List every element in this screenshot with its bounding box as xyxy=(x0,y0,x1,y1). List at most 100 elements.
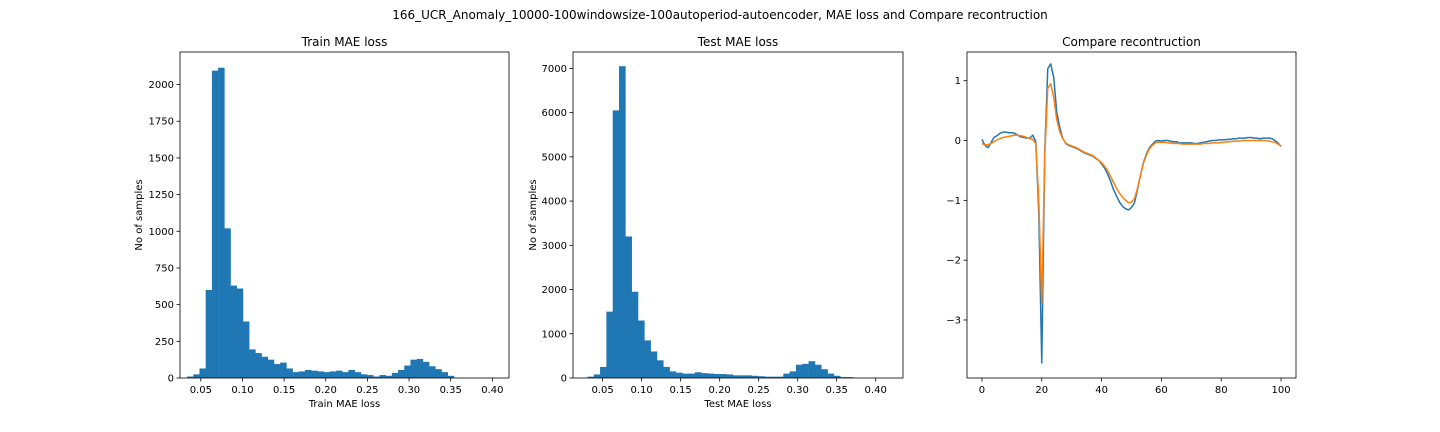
test-histogram-bar xyxy=(663,366,670,378)
reconstruction-y-tick-label: −2 xyxy=(946,256,961,267)
test-x-tick-label: 0.25 xyxy=(748,385,770,396)
test-y-tick-label: 5000 xyxy=(542,152,567,163)
train-histogram-bar xyxy=(429,366,436,378)
test-histogram-bar xyxy=(732,375,740,378)
train-y-tick-label: 250 xyxy=(155,337,174,348)
train-histogram-bar xyxy=(211,70,219,379)
test-histogram-bar xyxy=(827,373,835,378)
test-x-tick-label: 0.35 xyxy=(826,385,848,396)
test-histogram-bar xyxy=(770,376,778,378)
test-histogram-bar xyxy=(637,320,645,378)
test-histogram-bar xyxy=(840,377,847,378)
train-histogram-bar xyxy=(348,369,355,378)
train-y-tick-label: 0 xyxy=(168,374,174,385)
train-histogram-bar xyxy=(286,368,293,378)
train-x-tick-label: 0.05 xyxy=(190,385,212,396)
train-histogram-bar xyxy=(398,369,405,378)
train-histogram-bar xyxy=(267,359,275,378)
test-x-tick-label: 0.20 xyxy=(709,385,731,396)
train-x-tick-label: 0.35 xyxy=(440,385,462,396)
test-histogram-bar xyxy=(821,369,828,378)
train-y-tick-label: 750 xyxy=(155,263,174,274)
test-histogram-bar xyxy=(720,374,727,378)
test-y-tick-label: 4000 xyxy=(542,197,567,208)
train-histogram-bar xyxy=(435,369,442,378)
test-histogram-bar xyxy=(644,340,651,378)
figure-suptitle: 166_UCR_Anomaly_10000-100windowsize-100a… xyxy=(392,8,1048,22)
reconstruction-panel-title: Compare recontruction xyxy=(1062,35,1201,49)
train-histogram-bar xyxy=(391,372,399,378)
train-histogram-bar xyxy=(379,375,386,378)
train-histogram-bar xyxy=(385,375,393,378)
reconstruction-x-tick-label: 20 xyxy=(1035,385,1048,396)
test-histogram-bar xyxy=(688,373,696,378)
train-histogram-bar xyxy=(317,371,324,378)
train-histogram-bar xyxy=(261,356,269,378)
train-panel-title: Train MAE loss xyxy=(301,35,388,49)
train-x-tick-label: 0.40 xyxy=(481,385,503,396)
train-histogram-bar xyxy=(205,289,213,378)
test-histogram-bar xyxy=(625,236,632,378)
test-histogram-bar xyxy=(789,371,797,378)
train-histogram-bar xyxy=(193,374,200,378)
test-mae-panel: Test MAE loss 0.05 0.10 0.15 0.20 0.25 0.30 0.… xyxy=(528,35,904,410)
test-histogram-bar xyxy=(739,375,746,378)
train-histogram-bar xyxy=(311,370,318,378)
reconstruction-y-tick-label: −3 xyxy=(946,315,961,326)
test-histogram-bar xyxy=(833,375,841,378)
reconstruction-x-tick-label: 40 xyxy=(1095,385,1108,396)
train-histogram-bar xyxy=(218,67,225,378)
test-histogram-bar xyxy=(745,375,753,378)
test-histogram-bar xyxy=(694,372,702,378)
train-y-axis-label: No of samples xyxy=(134,179,145,250)
train-histogram-bar xyxy=(224,228,231,378)
test-histogram-bar xyxy=(846,377,854,378)
test-histogram-bar xyxy=(701,373,708,378)
test-histogram-bar xyxy=(795,364,803,378)
test-y-tick-label: 7000 xyxy=(542,64,567,75)
test-y-tick-label: 1000 xyxy=(542,329,567,340)
reconstruction-y-tick-label: −1 xyxy=(946,196,961,207)
test-x-tick-label: 0.05 xyxy=(592,385,614,396)
test-histogram-bar xyxy=(600,366,607,378)
test-histogram-bar xyxy=(751,375,759,378)
test-y-tick-label: 6000 xyxy=(542,108,567,119)
test-histogram-bar xyxy=(650,351,658,378)
reconstruction-y-tick-label: 0 xyxy=(955,136,961,147)
test-histogram-bar xyxy=(713,374,721,378)
test-histogram-bar xyxy=(587,376,595,378)
test-y-axis-label: No of samples xyxy=(528,179,539,250)
test-histogram-bar xyxy=(682,373,689,378)
train-histogram-bar xyxy=(447,375,455,378)
train-histogram-bar xyxy=(187,376,194,378)
train-x-tick-label: 0.25 xyxy=(356,385,378,396)
reconstructed-series-line xyxy=(981,82,1282,304)
train-x-tick-label: 0.15 xyxy=(273,385,295,396)
train-histogram-bar xyxy=(323,372,331,378)
test-y-tick-label: 0 xyxy=(561,374,567,385)
test-x-tick-label: 0.40 xyxy=(865,385,887,396)
train-histogram-bar xyxy=(280,362,287,378)
test-histogram-bar xyxy=(707,373,715,378)
train-x-tick-label: 0.20 xyxy=(315,385,337,396)
test-histogram-bar xyxy=(619,66,626,378)
reconstruction-x-tick-label: 60 xyxy=(1155,385,1168,396)
test-histogram-bar xyxy=(783,373,790,378)
train-histogram-bar xyxy=(404,365,411,378)
reconstruction-x-tick-label: 0 xyxy=(979,385,985,396)
train-y-tick-label: 2000 xyxy=(149,80,174,91)
reconstruction-axes-frame xyxy=(966,51,1297,379)
train-histogram-bar xyxy=(441,372,448,378)
train-histogram-bar xyxy=(360,374,368,378)
train-y-tick-label: 500 xyxy=(155,300,174,311)
train-histogram-bar xyxy=(373,376,380,378)
train-histogram-bar xyxy=(367,375,374,378)
test-histogram-bar xyxy=(808,361,816,378)
train-histogram-bar xyxy=(242,321,250,378)
test-histogram-bar xyxy=(593,374,601,378)
train-x-tick-label: 0.30 xyxy=(398,385,420,396)
test-panel-title: Test MAE loss xyxy=(697,35,779,49)
train-y-tick-label: 1000 xyxy=(149,227,174,238)
train-plot-area: 0.05 0.10 0.15 0.20 0.25 0.30 0.35 0.40 0 250 500 7… xyxy=(149,51,510,396)
